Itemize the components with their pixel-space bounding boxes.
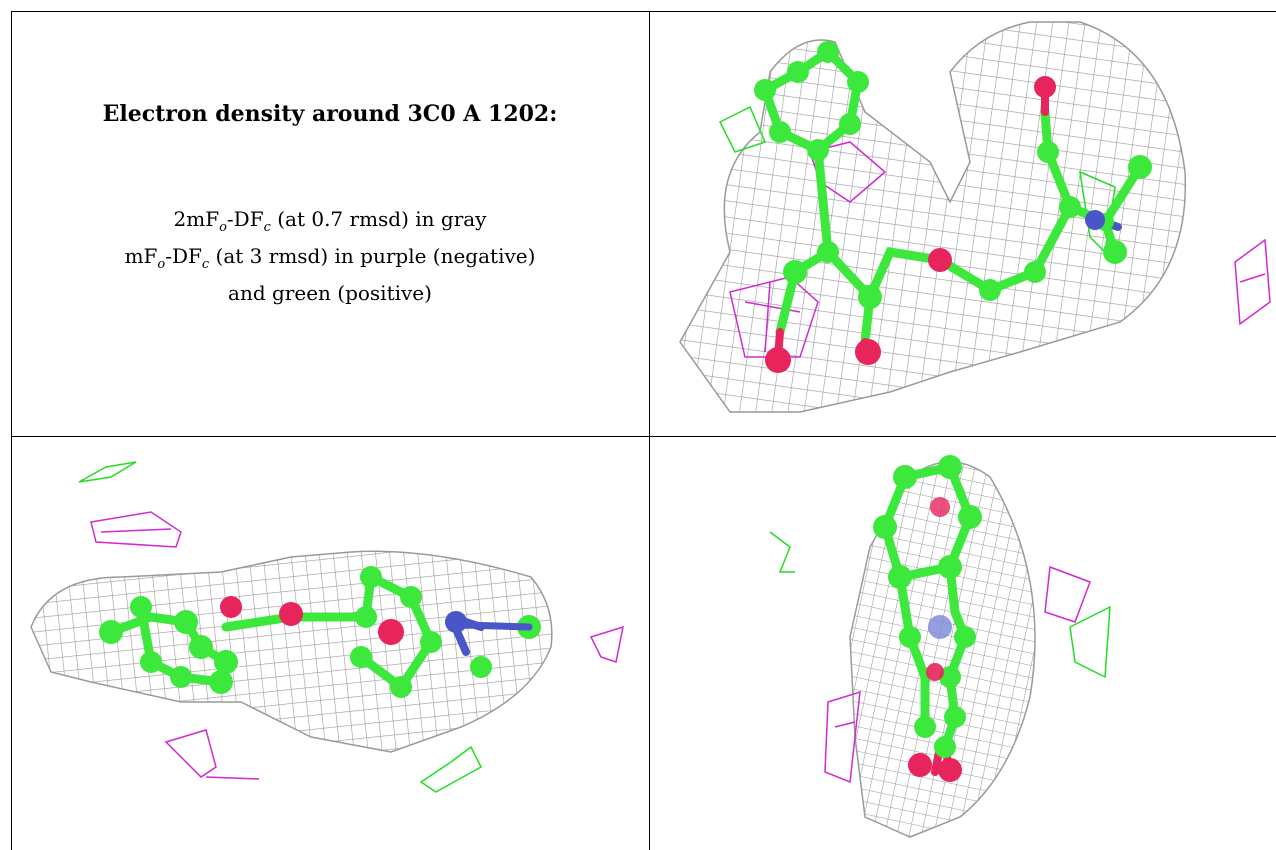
purple-mesh-blobs [824, 565, 1091, 784]
legend-line-green: and green (positive) [228, 281, 432, 305]
purple-mesh-blobs [90, 511, 624, 780]
legend-line-purple: mFo-DFc (at 3 rmsd) in purple (negative) [124, 244, 536, 272]
border-top [11, 11, 1276, 12]
legend-panel: Electron density around 3C0 A 1202: 2mFo… [11, 12, 649, 435]
green-mesh-blobs [78, 461, 482, 793]
gray-mesh [30, 550, 553, 753]
ligand-model [873, 455, 982, 782]
gray-mesh [679, 21, 1187, 413]
ligand-model [754, 41, 1152, 373]
map-legend: 2mFo-DFc (at 0.7 rmsd) in gray mFo-DFc (… [11, 205, 649, 308]
density-view-top-right [650, 12, 1276, 435]
ligand-model [99, 566, 541, 698]
border-left [11, 11, 12, 850]
green-mesh-blobs [769, 531, 1111, 679]
divider-horizontal [11, 436, 1276, 437]
legend-line-gray: 2mFo-DFc (at 0.7 rmsd) in gray [173, 207, 487, 235]
figure-title: Electron density around 3C0 A 1202: [102, 101, 558, 127]
divider-vertical [649, 11, 650, 850]
density-view-bottom-right [650, 437, 1276, 850]
density-view-bottom-left [11, 437, 649, 850]
